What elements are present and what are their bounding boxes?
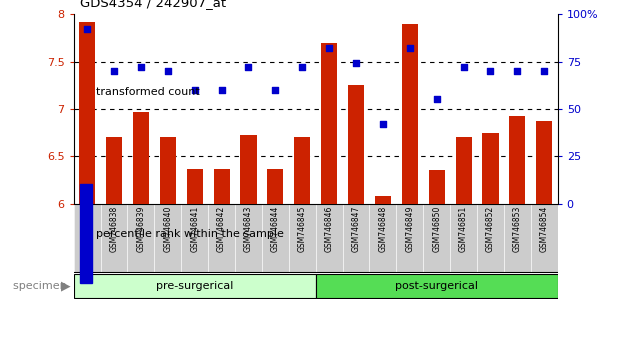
Bar [79,22,96,204]
Text: GSM746848: GSM746848 [378,206,387,252]
Point [163,68,173,74]
Text: post-surgerical: post-surgerical [395,281,478,291]
Point [512,68,522,74]
Point [271,87,281,93]
Bar [483,132,499,204]
Point [378,121,388,127]
Point [431,97,442,102]
Text: GSM746847: GSM746847 [351,206,360,252]
Point [244,64,254,70]
Text: GSM746845: GSM746845 [298,206,307,252]
Bar [267,169,283,204]
Bar [456,137,472,204]
Text: GSM746841: GSM746841 [190,206,199,252]
Bar [348,85,364,204]
FancyBboxPatch shape [74,274,315,298]
Point [109,68,119,74]
Bar [187,169,203,204]
Text: GSM746842: GSM746842 [217,206,226,252]
Text: GSM746839: GSM746839 [137,206,146,252]
Bar [429,170,445,204]
Point [351,61,361,66]
Text: GSM746837: GSM746837 [83,206,92,252]
Text: GSM746853: GSM746853 [513,206,522,252]
Bar [80,184,92,283]
Text: GSM746849: GSM746849 [405,206,414,252]
Text: specimen: specimen [13,281,71,291]
Bar [294,137,310,204]
Bar [80,42,92,142]
Bar [402,24,418,204]
Text: GSM746850: GSM746850 [432,206,441,252]
Point [404,45,415,51]
Bar [106,137,122,204]
Text: GDS4354 / 242907_at: GDS4354 / 242907_at [80,0,226,9]
Bar [213,169,229,204]
Point [297,64,308,70]
Text: transformed count: transformed count [96,87,200,97]
Point [136,64,146,70]
FancyBboxPatch shape [315,274,558,298]
Bar [160,137,176,204]
Point [458,64,469,70]
Bar [536,121,553,204]
Text: GSM746852: GSM746852 [486,206,495,252]
Text: GSM746851: GSM746851 [459,206,468,252]
Bar [375,196,391,204]
Point [190,87,200,93]
Text: GSM746854: GSM746854 [540,206,549,252]
Point [539,68,549,74]
Text: GSM746844: GSM746844 [271,206,280,252]
Point [485,68,495,74]
Bar [133,112,149,204]
Bar [240,135,256,204]
Point [217,87,227,93]
Bar [321,42,337,204]
Text: pre-surgerical: pre-surgerical [156,281,233,291]
Text: percentile rank within the sample: percentile rank within the sample [96,229,284,239]
Text: GSM746840: GSM746840 [163,206,172,252]
Text: ▶: ▶ [61,279,71,292]
Point [324,45,334,51]
Point [82,27,92,32]
Bar [509,116,526,204]
Text: GSM746838: GSM746838 [110,206,119,252]
Text: GSM746846: GSM746846 [324,206,333,252]
Text: GSM746843: GSM746843 [244,206,253,252]
